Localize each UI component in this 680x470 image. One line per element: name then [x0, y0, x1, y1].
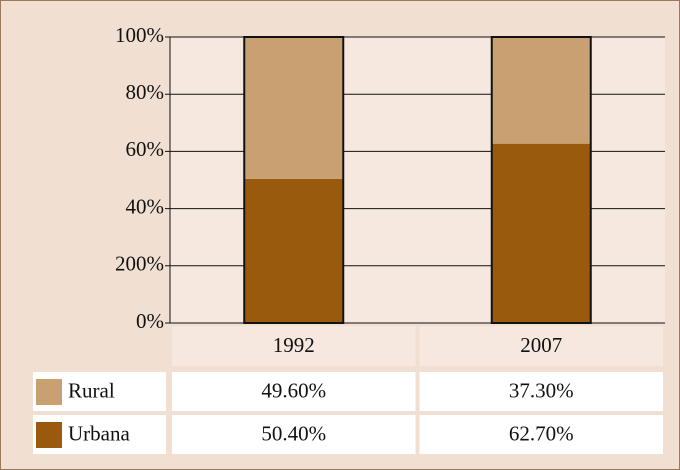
table-cell [172, 372, 416, 411]
bar-segment [244, 178, 344, 323]
bar-segment [491, 143, 591, 323]
legend-swatch [36, 379, 62, 405]
y-tick-label: 60% [126, 137, 165, 161]
bar-outline [490, 36, 592, 324]
y-tick-label: 100% [115, 23, 164, 47]
table-value: 37.30% [509, 378, 574, 402]
legend-swatch [36, 422, 62, 448]
x-tick-label: 2007 [520, 333, 562, 357]
legend-label: Urbana [68, 421, 130, 445]
bar-outline [243, 36, 345, 324]
y-tick-label: 80% [126, 80, 165, 104]
bar-segment [244, 37, 344, 179]
y-tick-label: 0% [136, 309, 164, 333]
table-value: 50.40% [261, 421, 326, 445]
table-cell [172, 415, 416, 454]
y-tick-label: 200% [115, 252, 164, 276]
table-header-cell [419, 326, 663, 366]
bar-segment [491, 37, 591, 144]
table-value: 49.60% [261, 378, 326, 402]
y-tick-label: 40% [126, 194, 165, 218]
table-cell [419, 415, 663, 454]
table-value: 62.70% [509, 421, 574, 445]
x-tick-label: 1992 [273, 333, 315, 357]
table-header-cell [172, 326, 416, 366]
legend-label: Rural [68, 378, 115, 402]
table-cell [419, 372, 663, 411]
